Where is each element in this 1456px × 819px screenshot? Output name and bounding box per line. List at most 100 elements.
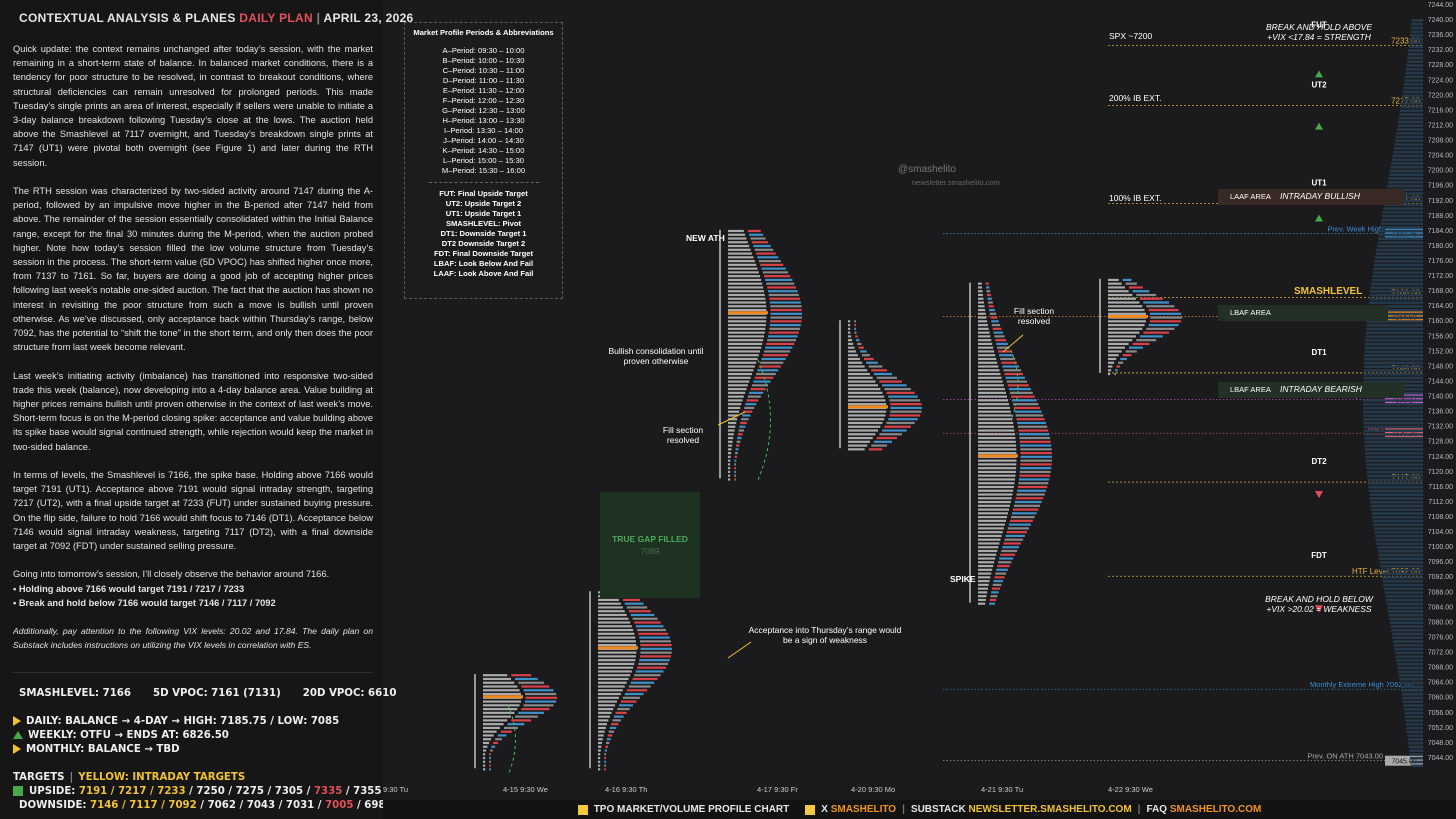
volume-row	[523, 689, 554, 692]
axis-tick-label: 7168.00	[1428, 288, 1453, 295]
composite-profile-row	[1382, 214, 1423, 218]
tpo-row	[728, 436, 734, 440]
composite-profile-row	[1405, 71, 1423, 75]
volume-row	[632, 617, 658, 620]
volume-row	[521, 685, 550, 688]
target-level-tag: DT1	[1311, 348, 1327, 357]
tpo-row	[598, 741, 603, 745]
tpo-row	[598, 685, 625, 688]
tpo-row	[728, 271, 759, 274]
composite-profile-row	[1398, 670, 1423, 673]
tpo-row	[728, 267, 758, 270]
composite-profile-row	[1378, 237, 1423, 241]
tpo-row	[978, 425, 1014, 428]
tpo-row	[848, 384, 879, 387]
tpo-row	[978, 568, 993, 571]
footer-marker	[577, 804, 588, 815]
tpo-row	[598, 681, 627, 684]
composite-profile-row	[1399, 681, 1423, 685]
downside-rest: / 7062 / 7043 / 7031 /	[200, 799, 322, 811]
composite-profile-row	[1391, 158, 1423, 161]
tpo-row	[978, 301, 984, 304]
axis-tick-label: 7240.00	[1428, 17, 1453, 24]
volume-row	[1018, 482, 1049, 485]
composite-profile-row	[1409, 34, 1423, 37]
axis-tick-label: 7080.00	[1428, 619, 1453, 626]
weekly-row: WEEKLY: OTFU → ENDS AT: 6826.50	[13, 728, 383, 742]
x-handle-link[interactable]: SMASHELITO	[830, 804, 897, 815]
axis-tick-label: 7104.00	[1428, 529, 1453, 536]
volume-row	[886, 421, 915, 425]
tpo-row	[978, 410, 1011, 413]
divider	[13, 672, 373, 673]
tpo-row	[483, 749, 487, 752]
composite-profile-row	[1364, 444, 1423, 448]
volume-row	[1020, 467, 1052, 470]
volume-row	[770, 316, 802, 319]
tpo-row	[598, 715, 610, 718]
composite-profile-row	[1385, 196, 1423, 199]
tpo-row	[483, 723, 504, 726]
volume-row	[1132, 290, 1150, 293]
tpo-row	[978, 376, 1002, 379]
composite-profile-row	[1373, 527, 1423, 530]
tpo-row	[598, 655, 636, 658]
composite-profile-row	[1363, 410, 1423, 414]
tpo-row	[848, 335, 852, 338]
composite-profile-row	[1402, 696, 1423, 700]
footer-bar: TPO MARKET/VOLUME PROFILE CHART X SMASHE…	[383, 800, 1456, 819]
axis-tick-label: 7176.00	[1428, 258, 1453, 265]
composite-profile-row	[1389, 173, 1423, 177]
volume-row	[1148, 324, 1179, 327]
tpo-row	[598, 617, 629, 620]
tpo-row	[728, 241, 748, 244]
tpo-row	[598, 738, 603, 741]
volume-row	[749, 233, 764, 236]
substack-link[interactable]: NEWSLETTER.SMASHELITO.COM	[968, 804, 1132, 815]
volume-row	[1122, 278, 1132, 282]
faq-link[interactable]: SMASHELITO.COM	[1169, 804, 1262, 815]
tpo-chart[interactable]: 9:30 Tu 4-15 9:30 We 4-16 9:30 Th 4-17 9:30…	[383, 0, 1423, 800]
tpo-row	[848, 346, 855, 349]
composite-profile-row	[1397, 124, 1423, 128]
legend-period: B–Period: 10:00 – 10:30	[442, 56, 525, 65]
tpo-row	[483, 741, 490, 745]
tpo-row	[728, 365, 755, 368]
tpo-row	[728, 331, 765, 334]
composite-profile-row	[1411, 22, 1423, 26]
composite-profile-row	[1374, 531, 1423, 534]
volume-row	[1148, 308, 1179, 312]
reference-line-label: Prev. Week High	[1327, 225, 1383, 234]
volume-row	[1009, 391, 1033, 394]
tpo-row	[598, 726, 606, 730]
tpo-row	[483, 730, 497, 733]
tpo-row	[848, 324, 851, 327]
tpo-row	[1108, 339, 1133, 342]
gap-value: 7089	[640, 546, 660, 556]
tpo-row	[978, 331, 990, 334]
tpo-row	[728, 346, 762, 349]
tpo-row	[978, 504, 1010, 507]
target-level-value: 7233.00	[1391, 36, 1420, 45]
legend-period: I–Period: 13:30 – 14:00	[444, 126, 523, 135]
tpo-row	[1108, 301, 1140, 304]
volume-row	[1016, 418, 1045, 421]
composite-profile-row	[1371, 512, 1423, 515]
tpo-row	[1108, 290, 1129, 293]
volume-row	[770, 308, 802, 312]
volume-row	[735, 452, 738, 455]
composite-profile-row	[1368, 308, 1423, 312]
tpo-row	[598, 745, 602, 748]
volume-row	[1010, 395, 1035, 398]
tpo-row	[1108, 350, 1122, 353]
axis-tick-label: 7144.00	[1428, 378, 1453, 385]
tpo-row	[483, 704, 520, 707]
reference-line-label: MA5	[1368, 424, 1383, 433]
legend-abbrev: DT1: Downside Target 1	[440, 229, 527, 238]
volume-row	[995, 339, 1007, 342]
composite-profile-row	[1373, 523, 1423, 527]
volume-row	[1136, 293, 1157, 297]
axis-tick-label: 7212.00	[1428, 122, 1453, 129]
volume-row	[863, 357, 874, 361]
tpo-row	[978, 342, 993, 346]
